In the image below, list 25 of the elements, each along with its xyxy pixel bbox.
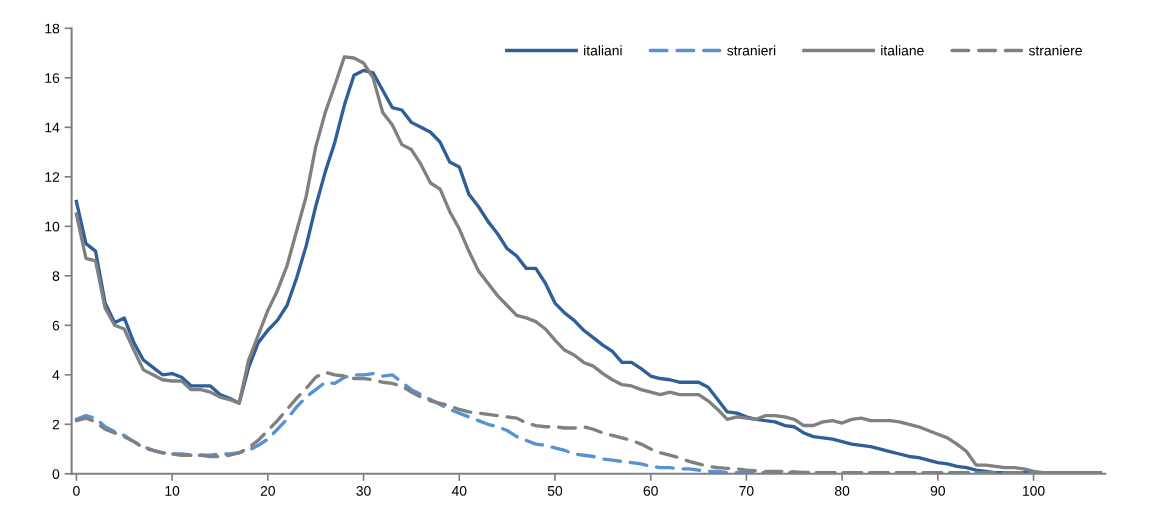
x-tick-label: 0	[73, 485, 80, 496]
y-tick-label: 6	[52, 320, 60, 331]
legend-label: straniere	[1028, 45, 1082, 56]
y-tick-label: 16	[45, 73, 60, 83]
legend-label: italiani	[584, 45, 622, 56]
y-tick-label: 4	[52, 370, 60, 380]
legend-label: italiane	[881, 45, 924, 56]
x-tick-label: 10	[165, 485, 180, 496]
x-tick-label: 50	[547, 485, 563, 496]
x-tick-label: 80	[835, 485, 850, 496]
x-tick-label: 60	[643, 485, 658, 496]
y-tick-label: 18	[45, 23, 60, 34]
x-tick-label: 40	[451, 485, 467, 496]
x-tick-label: 100	[1023, 485, 1045, 496]
x-tick-label: 30	[356, 485, 371, 496]
y-tick-label: 2	[52, 419, 60, 430]
y-tick-label: 10	[45, 221, 60, 232]
y-tick-label: 12	[45, 172, 60, 182]
legend-label: stranieri	[727, 45, 776, 56]
y-tick-label: 0	[52, 469, 60, 479]
y-tick-label: 14	[45, 122, 60, 133]
x-tick-label: 90	[930, 485, 946, 496]
x-tick-label: 20	[260, 485, 276, 496]
y-tick-label: 8	[52, 271, 60, 281]
x-tick-label: 70	[739, 485, 754, 496]
